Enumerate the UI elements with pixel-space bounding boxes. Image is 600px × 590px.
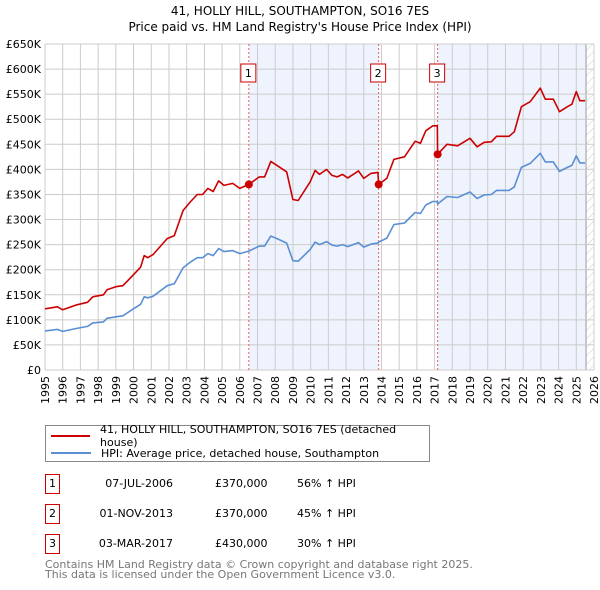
x-tick-label: 1997 [74, 376, 87, 404]
y-tick-label: £550K [6, 88, 42, 101]
x-tick-label: 2005 [216, 376, 229, 404]
x-tick-label: 1996 [57, 376, 70, 404]
x-tick-label: 2019 [464, 376, 477, 404]
x-tick-label: 2017 [429, 376, 442, 404]
y-tick-label: £500K [6, 113, 42, 126]
sale-label-box [429, 63, 446, 83]
sale-number-badge: 3 [45, 534, 60, 554]
sale-label-box [240, 63, 257, 83]
y-tick-label: £450K [6, 138, 42, 151]
x-tick-label: 2025 [570, 376, 583, 404]
legend-swatch-red [51, 435, 91, 437]
sale-label: 1 [245, 67, 252, 80]
x-tick-label: 2015 [393, 376, 406, 404]
hatched-future-region [586, 44, 594, 370]
x-tick-label: 2002 [163, 376, 176, 404]
x-tick-label: 2007 [252, 376, 265, 404]
legend-label: 41, HOLLY HILL, SOUTHAMPTON, SO16 7ES (d… [100, 423, 397, 449]
y-tick-label: £300K [6, 214, 42, 227]
x-tick-label: 2003 [181, 376, 194, 404]
legend-item-hpi: HPI: Average price, detached house, Sout… [51, 445, 379, 461]
sale-date: 01-NOV-2013 [99, 507, 173, 520]
y-tick-label: £250K [6, 239, 42, 252]
y-tick-label: £150K [6, 289, 42, 302]
chart-title: 41, HOLLY HILL, SOUTHAMPTON, SO16 7ES [171, 4, 429, 18]
y-tick-label: £350K [6, 188, 42, 201]
price-chart: 41, HOLLY HILL, SOUTHAMPTON, SO16 7ES Pr… [6, 4, 600, 404]
y-tick-label: £100K [6, 314, 42, 327]
x-tick-label: 2020 [482, 376, 495, 404]
x-tick-label: 2021 [499, 376, 512, 404]
shaded-period [248, 44, 379, 370]
y-tick-label: £50K [13, 339, 42, 352]
x-tick-label: 1998 [92, 376, 105, 404]
x-tick-label: 2018 [446, 376, 459, 404]
legend-swatch-blue [51, 452, 91, 454]
chart-subtitle: Price paid vs. HM Land Registry's House … [128, 20, 471, 34]
x-tick-label: 2014 [375, 376, 388, 404]
y-tick-label: £600K [6, 63, 42, 76]
x-tick-label: 2016 [411, 376, 424, 404]
sale-hpi-diff: 56% ↑ HPI [297, 477, 356, 490]
y-tick-label: £650K [6, 38, 42, 51]
property-price-line [44, 87, 586, 311]
sale-label-box [370, 63, 387, 83]
x-tick-label: 1995 [39, 376, 52, 404]
x-tick-label: 2006 [234, 376, 247, 404]
x-tick-label: 1999 [110, 376, 123, 404]
legend-label: HPI: Average price, detached house, Sout… [101, 446, 380, 460]
sale-point [374, 180, 383, 189]
sale-row: 1 07-JUL-2006 £370,000 56% ↑ HPI [45, 474, 445, 494]
sale-number-badge: 1 [45, 474, 60, 494]
sale-number-badge: 2 [45, 504, 60, 524]
x-tick-label: 2022 [517, 376, 530, 404]
x-tick-label: 2008 [269, 376, 282, 404]
x-tick-label: 2011 [322, 376, 335, 404]
chart-legend: 41, HOLLY HILL, SOUTHAMPTON, SO16 7ES (d… [45, 423, 430, 462]
sale-hpi-diff: 45% ↑ HPI [297, 507, 356, 520]
sale-price: £370,000 [215, 477, 268, 490]
x-tick-label: 2000 [128, 376, 141, 404]
y-tick-label: £400K [6, 163, 42, 176]
x-tick-label: 2009 [287, 376, 300, 404]
sale-label: 3 [434, 67, 441, 80]
shaded-period [437, 44, 587, 370]
footer: Contains HM Land Registry data © Crown c… [45, 558, 473, 581]
licence-text: This data is licensed under the Open Gov… [45, 568, 396, 581]
legend-item-property: 41, HOLLY HILL, SOUTHAMPTON, SO16 7ES (d… [51, 423, 429, 449]
x-tick-label: 2012 [340, 376, 353, 404]
sale-point [244, 180, 253, 189]
x-tick-label: 2024 [553, 376, 566, 404]
y-tick-label: £0 [27, 364, 41, 377]
sale-label: 2 [375, 67, 382, 80]
x-tick-label: 2001 [145, 376, 158, 404]
x-tick-label: 2010 [305, 376, 318, 404]
sale-point [433, 150, 442, 159]
x-tick-label: 2004 [198, 376, 211, 404]
sale-hpi-diff: 30% ↑ HPI [297, 537, 356, 550]
sale-date: 03-MAR-2017 [98, 537, 173, 550]
y-tick-label: £200K [6, 264, 42, 277]
x-tick-label: 2013 [358, 376, 371, 404]
sale-row: 2 01-NOV-2013 £370,000 45% ↑ HPI [45, 504, 445, 524]
sale-price: £430,000 [215, 537, 268, 550]
x-tick-label: 2023 [535, 376, 548, 404]
hpi-line [44, 152, 586, 333]
copyright-text: Contains HM Land Registry data © Crown c… [45, 558, 473, 571]
sale-price: £370,000 [215, 507, 268, 520]
sale-row: 3 03-MAR-2017 £430,000 30% ↑ HPI [45, 534, 445, 554]
x-tick-label: 2026 [588, 376, 600, 404]
sale-date: 07-JUL-2006 [105, 477, 173, 490]
